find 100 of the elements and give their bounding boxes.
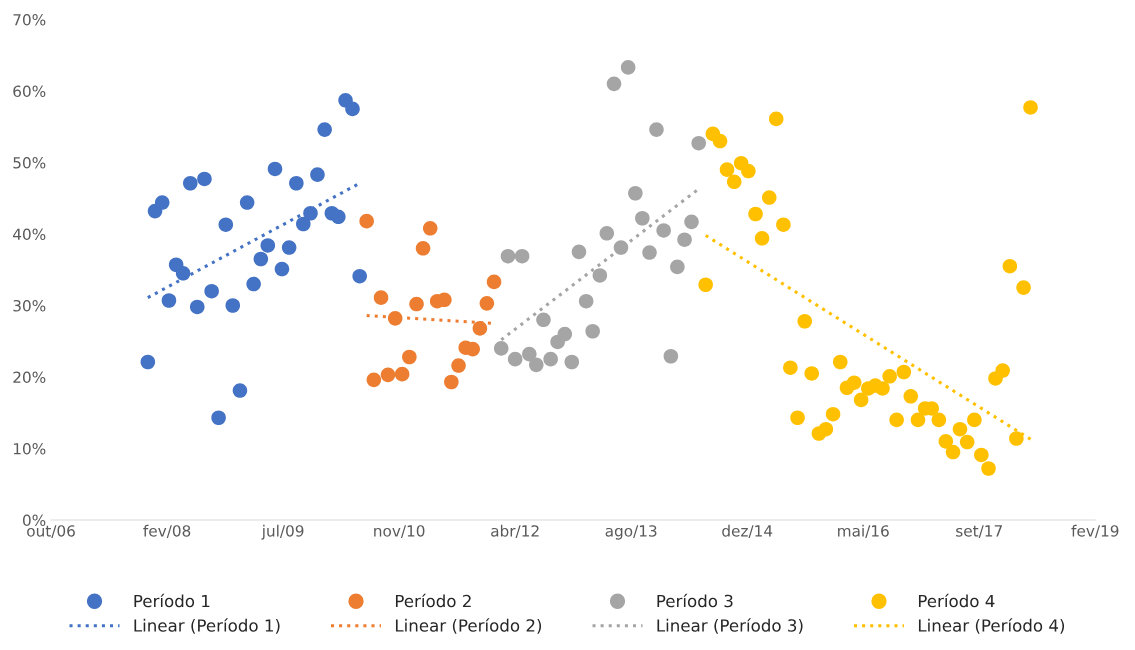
point [663, 348, 679, 364]
point [352, 268, 367, 284]
x-tick-label: set/17 [956, 525, 1002, 538]
point [592, 268, 608, 283]
point [748, 206, 763, 222]
point [945, 444, 961, 460]
point [140, 354, 156, 370]
point [768, 111, 784, 127]
x-tick-label: abr/12 [491, 524, 539, 538]
point [783, 360, 798, 375]
point [804, 366, 819, 381]
point [910, 412, 926, 428]
point [507, 351, 523, 367]
point [465, 341, 480, 357]
point [1023, 100, 1038, 115]
point [493, 341, 509, 356]
point [479, 296, 495, 311]
point [260, 238, 276, 253]
point [486, 274, 502, 290]
y-tick-label: 40% [13, 228, 46, 241]
point [310, 167, 325, 182]
point [514, 248, 530, 264]
point [585, 323, 600, 339]
point [211, 410, 226, 426]
point [606, 76, 622, 92]
point [522, 346, 537, 362]
point [402, 349, 417, 365]
point [967, 412, 982, 428]
point [564, 354, 580, 370]
point [684, 214, 699, 230]
point [359, 213, 374, 229]
point [253, 251, 269, 267]
point [183, 175, 198, 191]
x-tick-label: ago/13 [605, 525, 657, 540]
point [578, 293, 594, 309]
y-tick-label: 70% [13, 13, 46, 26]
point [818, 421, 834, 437]
point [415, 241, 431, 256]
point [197, 171, 212, 187]
point [246, 276, 261, 292]
point [875, 381, 890, 396]
point [599, 226, 615, 241]
legend-label: Período 1 [134, 593, 210, 608]
point [472, 321, 488, 336]
point [656, 223, 671, 238]
point [825, 406, 841, 422]
y-tick-label: 50% [13, 156, 46, 169]
x-tick-label: out/06 [27, 525, 75, 538]
legend-label: Período 2 [395, 593, 471, 608]
point [797, 313, 813, 329]
point [754, 231, 770, 246]
point [670, 259, 685, 275]
point [832, 354, 848, 370]
y-tick-label: 10% [13, 442, 46, 455]
point [882, 369, 897, 384]
x-tick-label: mai/16 [838, 524, 889, 538]
point [642, 245, 657, 260]
point [995, 363, 1010, 378]
point [161, 293, 177, 308]
point [903, 389, 919, 404]
point [500, 248, 516, 264]
point [175, 266, 191, 281]
point [225, 298, 241, 313]
point [896, 364, 912, 380]
point [204, 283, 219, 299]
point [422, 221, 438, 236]
point [719, 162, 735, 177]
point [451, 358, 466, 373]
point [974, 447, 989, 463]
point [776, 217, 791, 232]
point [394, 366, 410, 382]
point [331, 209, 346, 225]
point [296, 216, 311, 232]
legend-label: Linear (Período 4) [918, 618, 1065, 634]
point [698, 277, 713, 293]
point [981, 461, 996, 476]
y-tick-label: 60% [13, 85, 46, 98]
point [761, 190, 777, 205]
point [239, 195, 255, 210]
x-tick-label: fev/08 [143, 524, 191, 538]
point [289, 175, 304, 191]
point [712, 133, 728, 149]
point [1002, 258, 1018, 274]
point [1009, 431, 1024, 446]
point [889, 412, 904, 428]
point [741, 163, 756, 179]
point [536, 312, 551, 328]
point [366, 372, 382, 388]
point [846, 375, 862, 390]
point [232, 383, 248, 398]
legend-label: Linear (Período 1) [134, 618, 280, 634]
point [380, 367, 396, 383]
point [649, 122, 664, 137]
x-tick-label: fev/19 [1071, 524, 1119, 538]
point [409, 296, 424, 312]
point [529, 357, 544, 373]
y-tick-label: 20% [13, 371, 46, 384]
point [345, 101, 360, 117]
point [677, 232, 692, 247]
point [373, 290, 389, 305]
